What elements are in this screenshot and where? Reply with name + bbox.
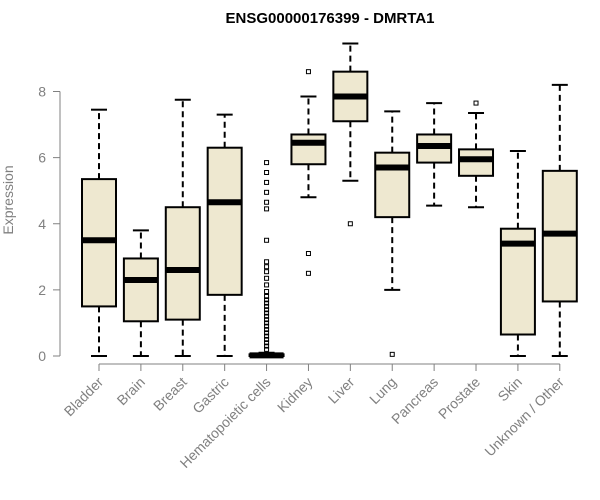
outlier-point (264, 170, 270, 176)
outlier-point (264, 259, 270, 265)
box-brain (122, 229, 159, 357)
box-bladder (81, 108, 117, 357)
x-tick-label: Liver (325, 374, 358, 407)
box-skin (499, 150, 536, 357)
box-prostate (458, 100, 495, 209)
outlier-point (264, 300, 270, 306)
box-iqr (164, 206, 201, 321)
outlier-point (264, 289, 270, 295)
x-tick-label: Pancreas (388, 374, 441, 427)
outlier-point (264, 199, 270, 205)
x-tick-label: Lung (366, 374, 399, 407)
outlier-point (264, 330, 270, 336)
outlier-point (305, 69, 311, 75)
box-iqr (458, 148, 495, 177)
outlier-point (264, 297, 270, 303)
y-tick-label: 8 (38, 84, 46, 100)
box-group (81, 42, 578, 359)
box-liver (332, 42, 369, 227)
box-hematopoietic-cells (248, 160, 285, 359)
outlier-point (264, 264, 270, 270)
outlier-point (264, 293, 270, 299)
box-iqr (290, 133, 327, 166)
outlier-point (264, 336, 270, 342)
outlier-point (264, 237, 270, 243)
outlier-point (264, 189, 270, 195)
outlier-point (264, 303, 270, 309)
outlier-point (264, 323, 270, 329)
outlier-point (264, 317, 270, 323)
outlier-point (264, 343, 270, 349)
outlier-point (473, 100, 479, 106)
box-iqr (122, 257, 159, 323)
box-lung (374, 110, 411, 357)
outlier-point (264, 320, 270, 326)
outlier-point (264, 206, 270, 212)
x-tick-label: Prostate (435, 374, 483, 422)
outlier-point (264, 333, 270, 339)
chart-title: ENSG00000176399 - DMRTA1 (226, 10, 435, 27)
outlier-point (264, 282, 270, 288)
outlier-point (264, 340, 270, 346)
outlier-point (264, 269, 270, 275)
outlier-point (305, 251, 311, 257)
x-tick-label: Skin (494, 374, 525, 405)
outlier-point (264, 346, 270, 352)
y-axis-label: Expression (0, 165, 16, 234)
box-iqr (374, 151, 411, 219)
box-kidney (290, 69, 327, 276)
outlier-point (305, 270, 311, 276)
x-tick-label: Bladder (61, 374, 107, 420)
x-tick-label: Brain (114, 374, 148, 408)
outlier-point (264, 307, 270, 313)
y-axis: 0 2 4 6 8 (38, 84, 61, 364)
y-tick-label: 0 (38, 348, 46, 364)
outlier-point (264, 310, 270, 316)
y-tick-label: 2 (38, 282, 46, 298)
x-tick-label: Kidney (274, 374, 316, 416)
outlier-point (264, 160, 270, 166)
x-tick-label: Unknown / Other (481, 374, 567, 460)
outlier-point (264, 179, 270, 185)
box-breast (164, 98, 201, 357)
outlier-point (264, 327, 270, 333)
box-iqr (206, 146, 243, 296)
outlier-point (264, 313, 270, 319)
y-tick-label: 4 (38, 216, 46, 232)
x-tick-label: Breast (150, 374, 190, 414)
outlier-point (264, 275, 270, 281)
box-unknown-other (541, 83, 578, 357)
outlier-point (347, 221, 353, 227)
y-tick-label: 6 (38, 150, 46, 166)
outlier-point (389, 351, 395, 357)
box-gastric (206, 113, 243, 357)
box-pancreas (416, 102, 453, 207)
